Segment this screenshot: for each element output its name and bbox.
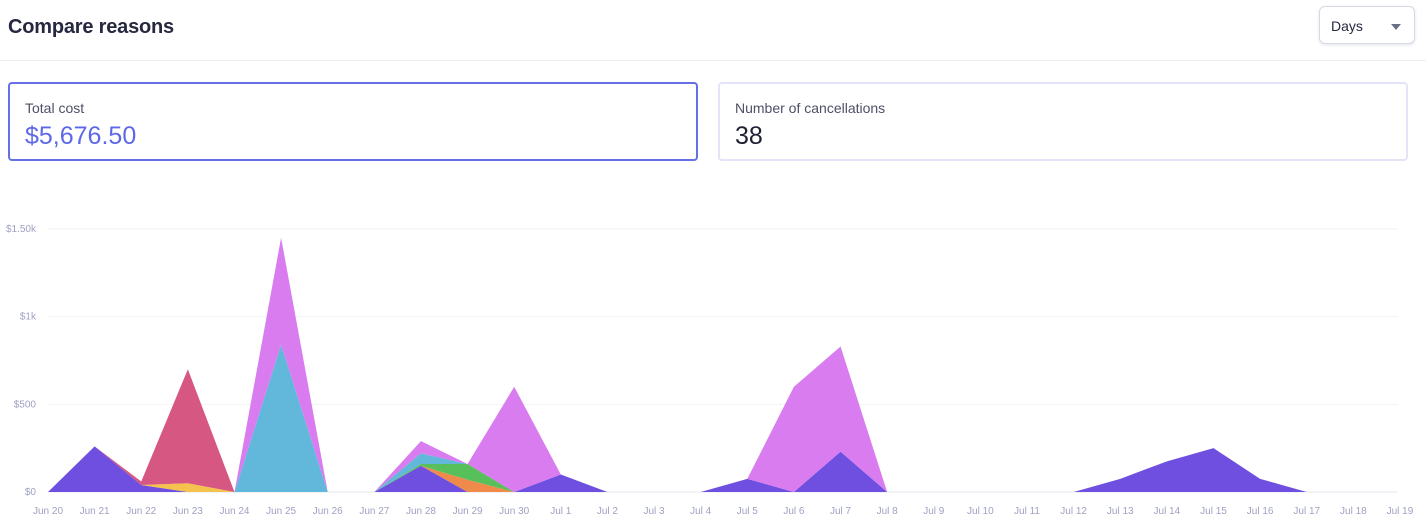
x-tick-label: Jun 27 bbox=[359, 506, 389, 517]
x-tick-label: Jun 21 bbox=[80, 506, 110, 517]
period-select[interactable]: Days bbox=[1319, 6, 1415, 44]
x-tick-label: Jul 2 bbox=[597, 506, 619, 517]
x-tick-label: Jul 15 bbox=[1200, 506, 1227, 517]
series-area-0 bbox=[48, 446, 1400, 492]
metric-label: Total cost bbox=[25, 100, 85, 116]
y-tick-label: $1.50k bbox=[6, 224, 37, 235]
x-tick-label: Jun 29 bbox=[453, 506, 483, 517]
x-tick-label: Jul 18 bbox=[1340, 506, 1367, 517]
caret-down-icon bbox=[1391, 24, 1401, 30]
x-axis: Jun 20 Jun 21 Jun 22 Jun 23 Jun 24 Jun 25 Jun … bbox=[33, 506, 1414, 517]
x-tick-label: Jul 11 bbox=[1014, 506, 1040, 517]
x-tick-label: Jun 28 bbox=[406, 506, 436, 517]
series-area-5 bbox=[48, 344, 1400, 492]
metric-card-total-cost[interactable]: Total cost $5,676.50 bbox=[8, 82, 698, 161]
x-tick-label: Jul 8 bbox=[877, 506, 899, 517]
x-tick-label: Jul 3 bbox=[643, 506, 665, 517]
series-area-1 bbox=[48, 446, 1400, 492]
x-tick-label: Jul 7 bbox=[830, 506, 852, 517]
x-tick-label: Jul 10 bbox=[967, 506, 994, 517]
metric-value: $5,676.50 bbox=[25, 122, 137, 150]
cost-area-chart: $0 $500 $1k $1.50k Jun 20 Jun 21 Jun 22 Jun 23… bbox=[6, 224, 1414, 517]
metric-card-cancellations[interactable]: Number of cancellations 38 bbox=[718, 82, 1408, 161]
header-bar: Compare reasons Days bbox=[0, 0, 1426, 61]
y-axis: $0 $500 $1k $1.50k bbox=[6, 224, 37, 498]
y-tick-label: $1k bbox=[20, 312, 37, 323]
chart-areas bbox=[48, 237, 1400, 492]
x-tick-label: Jun 26 bbox=[313, 506, 343, 517]
x-tick-label: Jul 4 bbox=[690, 506, 712, 517]
x-tick-label: Jun 25 bbox=[266, 506, 296, 517]
page-title: Compare reasons bbox=[8, 16, 174, 38]
metric-label: Number of cancellations bbox=[735, 100, 886, 116]
x-tick-label: Jul 12 bbox=[1060, 506, 1087, 517]
x-tick-label: Jun 24 bbox=[219, 506, 249, 517]
y-tick-label: $500 bbox=[14, 399, 37, 410]
x-tick-label: Jun 23 bbox=[173, 506, 203, 517]
x-tick-label: Jul 19 bbox=[1387, 506, 1414, 517]
x-tick-label: Jul 17 bbox=[1293, 506, 1320, 517]
x-tick-label: Jul 1 bbox=[550, 506, 572, 517]
x-tick-label: Jun 22 bbox=[126, 506, 156, 517]
y-tick-label: $0 bbox=[25, 487, 37, 498]
metric-value: 38 bbox=[735, 122, 763, 150]
x-tick-label: Jul 13 bbox=[1107, 506, 1134, 517]
x-tick-label: Jun 20 bbox=[33, 506, 63, 517]
x-tick-label: Jul 9 bbox=[923, 506, 945, 517]
x-tick-label: Jun 30 bbox=[499, 506, 529, 517]
x-tick-label: Jul 5 bbox=[737, 506, 759, 517]
x-tick-label: Jul 16 bbox=[1247, 506, 1274, 517]
x-tick-label: Jul 6 bbox=[783, 506, 805, 517]
period-select-value: Days bbox=[1331, 18, 1363, 34]
x-tick-label: Jul 14 bbox=[1154, 506, 1181, 517]
